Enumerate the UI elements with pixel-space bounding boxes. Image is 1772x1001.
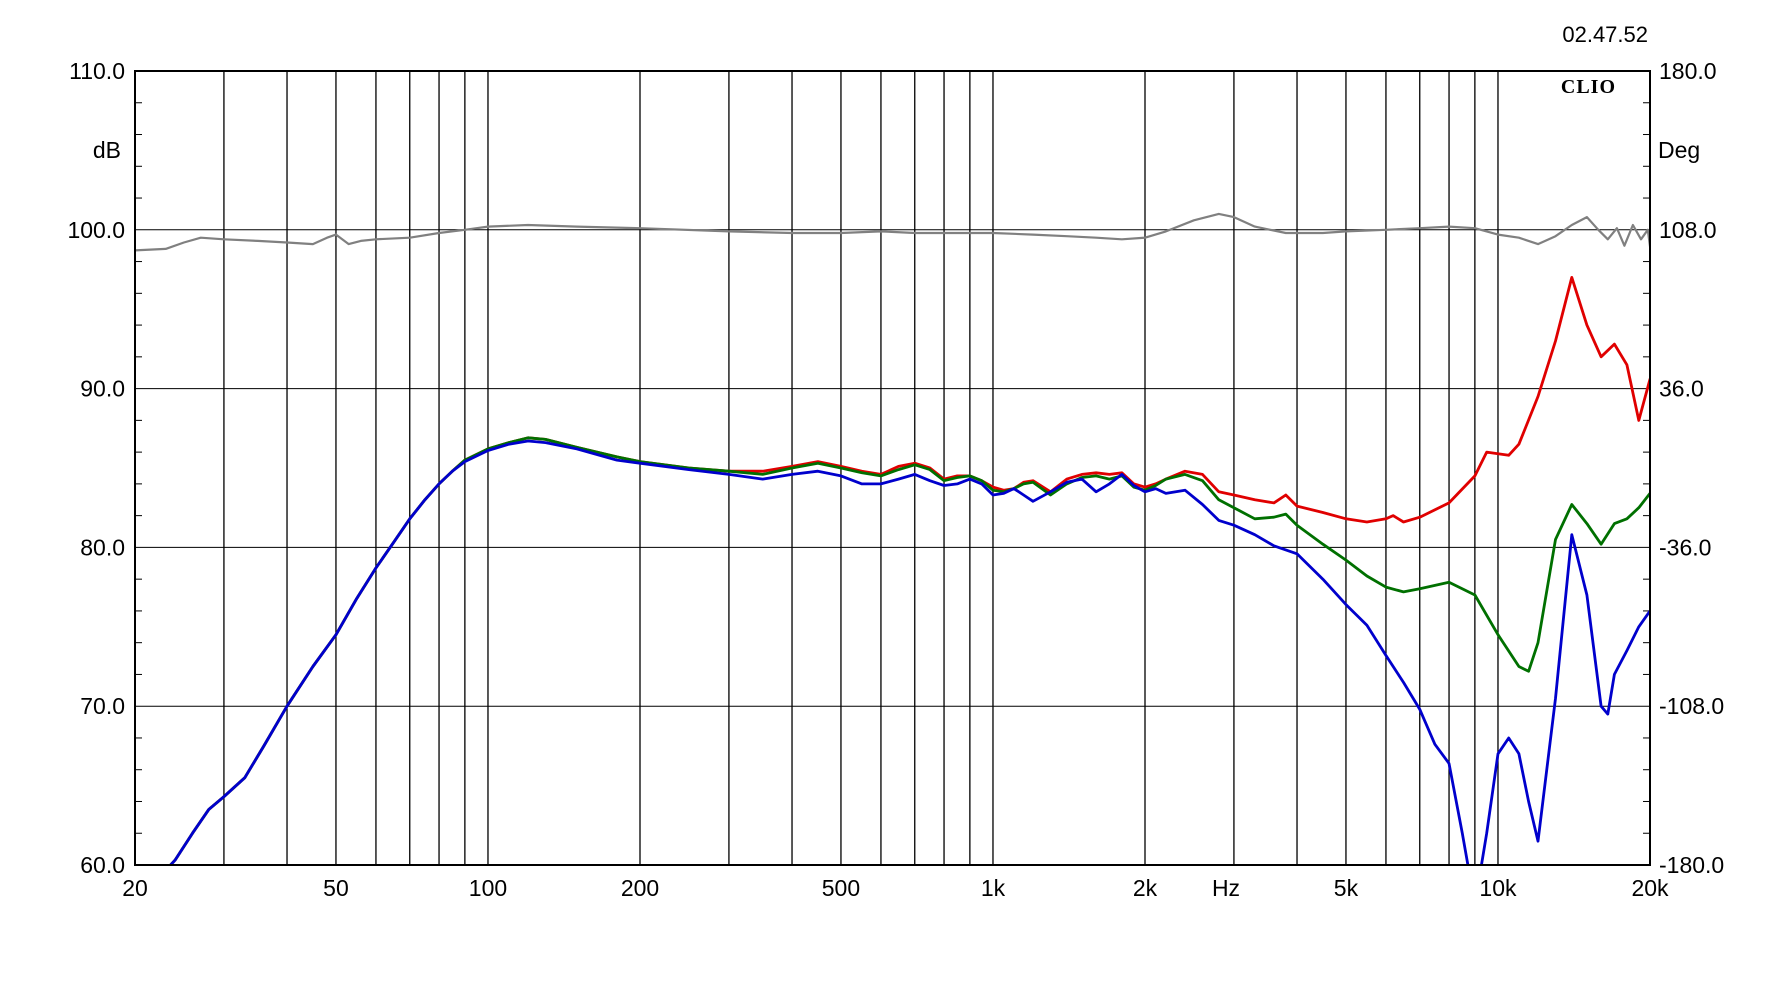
x-axis-unit: Hz (1212, 875, 1240, 901)
x-tick-label: 20 (122, 875, 148, 901)
x-tick-label: 5k (1334, 875, 1359, 901)
series-group (135, 212, 1650, 865)
right-axis-unit: Deg (1658, 137, 1700, 163)
y-right-tick-label: -108.0 (1659, 693, 1724, 719)
plot-frame (134, 70, 1651, 866)
left-axis-unit: dB (93, 137, 121, 163)
y-left-tick-label: 100.0 (67, 217, 125, 243)
grid (135, 71, 1650, 865)
y-right-tick-label: 180.0 (1659, 58, 1717, 84)
x-tick-label: 20k (1631, 875, 1669, 901)
x-tick-label: 2k (1133, 875, 1158, 901)
x-tick-label: 1k (981, 875, 1006, 901)
x-tick-label: 100 (469, 875, 507, 901)
y-left-tick-label: 90.0 (80, 376, 125, 402)
series-line-1 (135, 212, 1650, 255)
tick-labels: 20 50 100 200 500 1k 2k 5k 10k 20k 60.0 70.0 80.0 90.… (67, 58, 1724, 901)
y-left-tick-label: 70.0 (80, 693, 125, 719)
y-right-tick-label: 36.0 (1659, 376, 1704, 402)
y-right-tick-label: -36.0 (1659, 534, 1711, 560)
series-line-4 (168, 439, 1650, 865)
x-tick-label: 10k (1479, 875, 1517, 901)
y-left-tick-label: 80.0 (80, 534, 125, 560)
timestamp-label: 02.47.52 (1562, 22, 1648, 47)
y-left-tick-label: 110.0 (69, 58, 125, 84)
y-right-tick-label: 108.0 (1659, 217, 1717, 243)
y-right-tick-label: -180.0 (1659, 852, 1724, 878)
clio-logo: CLIO (1561, 76, 1616, 98)
x-tick-label: 500 (822, 875, 860, 901)
x-tick-label: 50 (323, 875, 349, 901)
x-tick-label: 200 (621, 875, 659, 901)
y-left-tick-label: 60.0 (80, 852, 125, 878)
